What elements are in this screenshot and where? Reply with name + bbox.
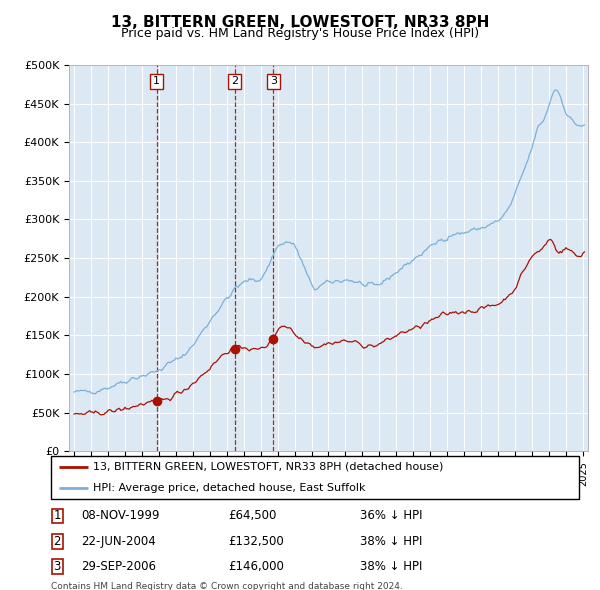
Text: 1: 1 xyxy=(153,77,160,87)
Text: HPI: Average price, detached house, East Suffolk: HPI: Average price, detached house, East… xyxy=(93,483,366,493)
Text: 22-JUN-2004: 22-JUN-2004 xyxy=(81,535,156,548)
Text: £132,500: £132,500 xyxy=(228,535,284,548)
Text: Price paid vs. HM Land Registry's House Price Index (HPI): Price paid vs. HM Land Registry's House … xyxy=(121,27,479,40)
Text: 13, BITTERN GREEN, LOWESTOFT, NR33 8PH: 13, BITTERN GREEN, LOWESTOFT, NR33 8PH xyxy=(111,15,489,30)
Text: 2: 2 xyxy=(53,535,61,548)
Text: Contains HM Land Registry data © Crown copyright and database right 2024.: Contains HM Land Registry data © Crown c… xyxy=(51,582,403,590)
Text: 3: 3 xyxy=(53,560,61,573)
Text: 08-NOV-1999: 08-NOV-1999 xyxy=(81,509,160,523)
Text: 36% ↓ HPI: 36% ↓ HPI xyxy=(360,509,422,523)
Text: £146,000: £146,000 xyxy=(228,560,284,573)
Text: 2: 2 xyxy=(231,77,238,87)
Text: £64,500: £64,500 xyxy=(228,509,277,523)
Text: 29-SEP-2006: 29-SEP-2006 xyxy=(81,560,156,573)
Text: 38% ↓ HPI: 38% ↓ HPI xyxy=(360,535,422,548)
Text: 13, BITTERN GREEN, LOWESTOFT, NR33 8PH (detached house): 13, BITTERN GREEN, LOWESTOFT, NR33 8PH (… xyxy=(93,462,443,471)
Text: 38% ↓ HPI: 38% ↓ HPI xyxy=(360,560,422,573)
Text: 3: 3 xyxy=(270,77,277,87)
Text: 1: 1 xyxy=(53,509,61,523)
